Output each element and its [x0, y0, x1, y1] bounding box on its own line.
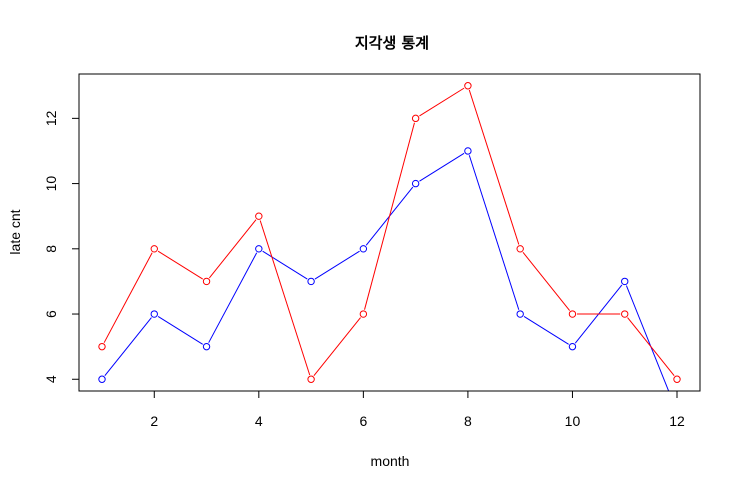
series-1-point: [516, 310, 524, 318]
y-tick-label: 12: [43, 110, 59, 126]
series-1-segment: [314, 250, 360, 280]
series-1-point: [98, 375, 106, 383]
series-1-segment: [104, 317, 152, 377]
series-1-point: [568, 342, 577, 351]
series-2-segment: [157, 250, 203, 280]
series-1-point: [307, 277, 315, 286]
series-2-point: [673, 375, 681, 383]
series-2-point: [411, 114, 420, 123]
series-1-segment: [262, 250, 308, 280]
x-tick-label: 2: [150, 413, 158, 429]
series-2-point: [516, 245, 524, 253]
series-2-point: [464, 82, 472, 90]
series-1-point: [359, 245, 368, 253]
series-2-point: [202, 277, 211, 286]
series-1-point: [464, 147, 472, 155]
series-1-segment: [468, 155, 520, 310]
series-2-point: [255, 212, 263, 220]
x-tick-label: 10: [565, 413, 581, 429]
chart-title: 지각생 통계: [355, 34, 429, 52]
series-1-point: [202, 342, 211, 351]
series-2-point: [568, 310, 577, 318]
series-2-segment: [419, 87, 465, 117]
x-tick-label: 4: [255, 413, 263, 429]
series-1: [98, 147, 670, 391]
series-1-segment: [523, 315, 569, 345]
series-2-point: [307, 375, 315, 383]
x-tick-label: 8: [464, 413, 472, 429]
series-2-point: [150, 245, 158, 253]
series-1-segment: [419, 152, 465, 182]
series-1-segment: [208, 252, 258, 343]
series-2-point: [359, 310, 368, 318]
series-2-segment: [259, 220, 311, 376]
series-2-segment: [627, 317, 675, 377]
y-tick-label: 10: [43, 176, 59, 192]
y-tick-label: 8: [43, 245, 59, 253]
x-axis: 2 4 6 8 10 12: [150, 390, 685, 429]
series-2-segment: [313, 317, 361, 377]
series-2: [98, 82, 681, 383]
x-tick-label: 12: [669, 413, 685, 429]
x-tick-label: 6: [359, 413, 367, 429]
series-2-point: [621, 310, 629, 318]
series-2-segment: [103, 252, 153, 343]
y-tick-label: 6: [43, 310, 59, 318]
y-tick-label: 4: [43, 375, 59, 383]
y-axis-label: late cnt: [7, 209, 23, 254]
plot-area: [98, 82, 681, 391]
series-1-point: [150, 310, 158, 318]
series-2-segment: [208, 219, 257, 279]
series-2-segment: [522, 252, 571, 311]
series-2-point: [98, 342, 106, 351]
series-1-point: [621, 277, 629, 286]
series-2-segment: [364, 122, 415, 310]
series-2-segment: [468, 89, 520, 245]
x-axis-label: month: [371, 453, 410, 469]
series-1-point: [255, 245, 263, 253]
plot-frame: [78, 73, 701, 392]
y-axis: 4 6 8 10 12: [43, 110, 80, 383]
series-1-point: [411, 179, 420, 188]
series-1-segment: [157, 315, 203, 345]
